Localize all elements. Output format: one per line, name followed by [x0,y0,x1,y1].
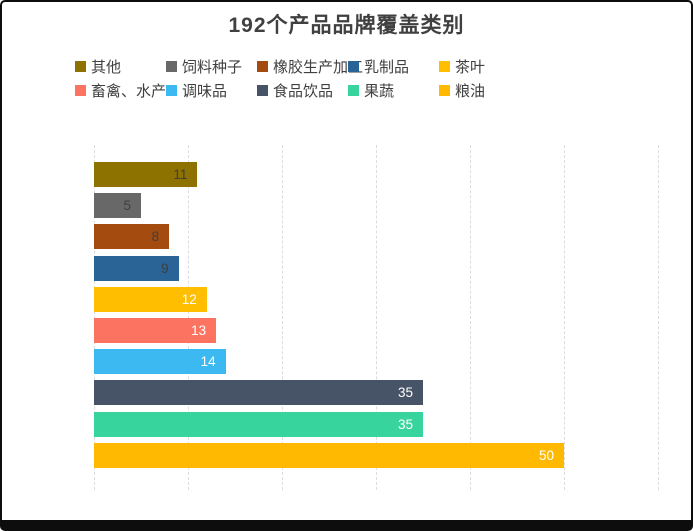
legend-item: 粮油 [439,83,530,100]
bar: 5 [94,193,141,219]
bar: 14 [94,349,226,375]
legend: 其他 饲料种子 橡胶生产加工 乳制品 茶叶畜禽、水产 调味品 食品饮品 果蔬 粮油 [75,59,530,100]
bar-value-label: 12 [181,291,197,307]
bar: 12 [94,286,207,312]
x-gridline [282,145,283,490]
x-gridline [658,145,659,490]
legend-swatch-icon [348,61,359,72]
legend-label: 果蔬 [364,83,395,100]
bar: 13 [94,318,217,343]
bar: 9 [94,255,179,281]
legend-label: 粮油 [455,83,486,100]
legend-label: 乳制品 [364,59,410,76]
bar-value-label: 11 [173,167,188,182]
legend-swatch-icon [166,85,177,96]
legend-item: 橡胶生产加工 [257,59,363,76]
bar-value-label: 13 [191,323,207,338]
bar-value-label: 9 [161,260,169,276]
legend-swatch-icon [166,61,177,72]
legend-swatch-icon [348,85,359,96]
x-gridline [188,145,189,490]
bar-value-label: 5 [123,198,131,214]
bar-value-label: 14 [200,354,216,370]
bar-value-label: 8 [151,229,160,245]
bar: 50 [94,442,564,468]
legend-label: 其他 [91,59,122,76]
x-gridline [376,145,377,490]
legend-item: 饲料种子 [166,59,257,76]
bar-value-label: 35 [397,385,413,401]
legend-item: 茶叶 [439,59,530,76]
legend-label: 畜禽、水产 [91,83,167,100]
legend-item: 食品饮品 [257,83,348,100]
bar-value-label: 35 [397,416,413,432]
legend-item: 畜禽、水产 [75,83,167,100]
legend-item: 果蔬 [348,83,439,100]
legend-swatch-icon [257,85,268,96]
bar: 8 [94,224,170,250]
legend-swatch-icon [75,85,86,96]
bar: 35 [94,411,423,437]
x-gridline [470,145,471,490]
bar-value-label: 50 [538,447,554,463]
legend-label: 食品饮品 [273,83,334,100]
plot-area: 11 5 8 9 12 13 14 35 35 50 [94,145,659,490]
legend-item: 调味品 [166,83,257,100]
legend-label: 茶叶 [455,59,486,76]
legend-swatch-icon [439,85,450,96]
legend-swatch-icon [257,61,268,72]
legend-swatch-icon [75,61,86,72]
legend-label: 调味品 [182,83,228,100]
x-gridline [94,145,95,490]
bar: 35 [94,380,423,406]
legend-item: 乳制品 [348,59,439,76]
x-gridline [564,145,565,490]
legend-label: 橡胶生产加工 [273,59,364,76]
legend-swatch-icon [439,61,450,72]
bar: 11 [94,162,198,187]
legend-label: 饲料种子 [182,59,243,76]
legend-item: 其他 [75,59,166,76]
chart-title: 192个产品品牌覆盖类别 [228,14,465,37]
